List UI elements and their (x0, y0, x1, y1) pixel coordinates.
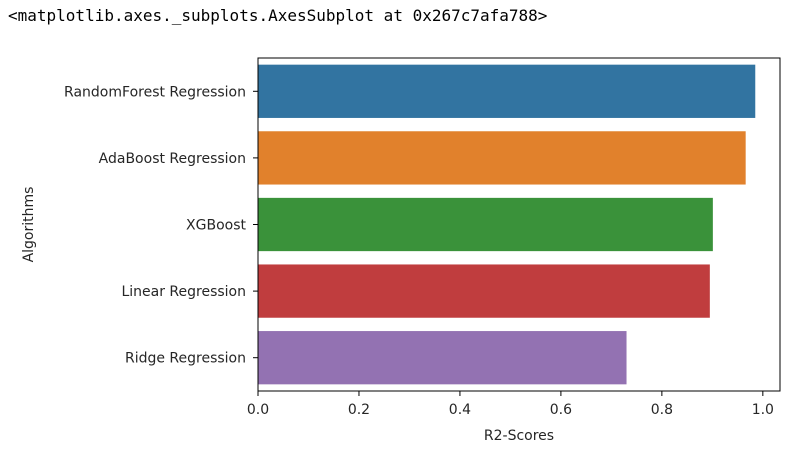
y-tick-label-3: Linear Regression (121, 284, 246, 300)
x-axis-label: R2-Scores (484, 428, 554, 444)
y-tick-label-2: XGBoost (186, 218, 246, 234)
bar-4 (258, 331, 627, 385)
bar-3 (258, 264, 710, 318)
bar-2 (258, 197, 713, 252)
x-tick-label-3: 0.6 (550, 402, 572, 418)
x-tick-label-4: 0.8 (651, 402, 673, 418)
y-tick-label-4: Ridge Regression (125, 351, 246, 367)
y-ticks-group: RandomForest Regression AdaBoost Regressi… (64, 84, 258, 367)
x-tick-label-1: 0.2 (348, 402, 370, 418)
x-tick-label-5: 1.0 (752, 402, 774, 418)
output-repr-text: <matplotlib.axes._subplots.AxesSubplot a… (8, 6, 548, 25)
bars-group (258, 64, 756, 385)
bar-1 (258, 131, 746, 185)
x-ticks-group: 0.0 0.2 0.4 0.6 0.8 1.0 (247, 391, 774, 418)
y-axis-label: Algorithms (21, 187, 37, 263)
x-tick-label-2: 0.4 (449, 402, 471, 418)
y-tick-label-0: RandomForest Regression (64, 84, 246, 100)
bar-0 (258, 64, 756, 118)
y-tick-label-1: AdaBoost Regression (99, 151, 246, 167)
x-tick-label-0: 0.0 (247, 402, 269, 418)
